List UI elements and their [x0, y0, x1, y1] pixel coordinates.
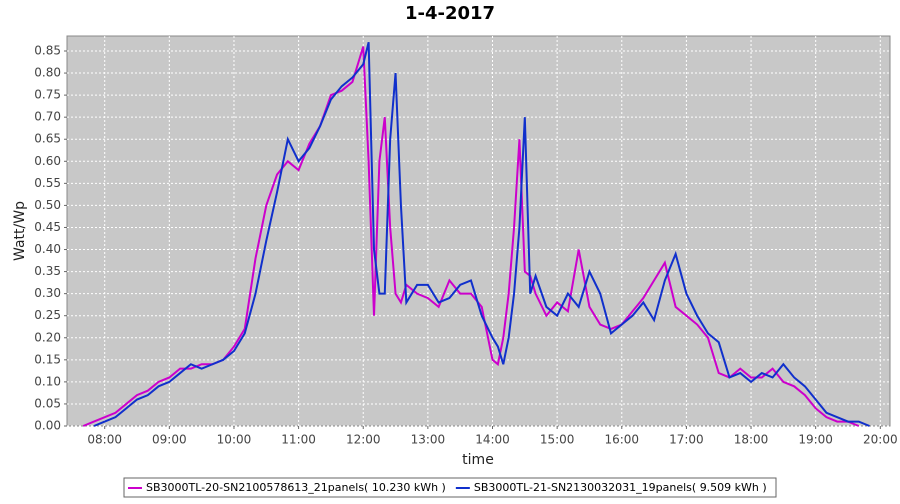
- x-tick-label: 19:00: [798, 433, 833, 447]
- x-tick-label: 15:00: [540, 433, 575, 447]
- x-tick-label: 11:00: [281, 433, 316, 447]
- y-tick-label: 0.70: [34, 110, 61, 124]
- legend-label: SB3000TL-21-SN2130032031_19panels( 9.509…: [474, 481, 767, 494]
- series-line: [82, 46, 860, 427]
- y-tick-label: 0.55: [34, 176, 61, 190]
- y-tick-label: 0.85: [34, 44, 61, 58]
- plot-area: [66, 35, 891, 427]
- y-tick-label: 0.45: [34, 220, 61, 234]
- x-tick-label: 10:00: [217, 433, 252, 447]
- x-tick-label: 12:00: [346, 433, 381, 447]
- y-tick-label: 0.35: [34, 264, 61, 278]
- y-tick-label: 0.50: [34, 198, 61, 212]
- x-tick-label: 14:00: [475, 433, 510, 447]
- x-tick-label: 13:00: [411, 433, 446, 447]
- legend-label: SB3000TL-20-SN2100578613_21panels( 10.23…: [146, 481, 446, 494]
- x-axis-title: time: [462, 452, 494, 468]
- x-tick-label: 18:00: [734, 433, 769, 447]
- y-tick-label: 0.10: [34, 374, 61, 388]
- y-tick-label: 0.20: [34, 330, 61, 344]
- y-tick-label: 0.30: [34, 286, 61, 300]
- y-tick-label: 0.40: [34, 242, 61, 256]
- x-tick-label: 16:00: [604, 433, 639, 447]
- x-tick-label: 17:00: [669, 433, 704, 447]
- y-tick-label: 0.00: [34, 419, 61, 433]
- grid: [67, 36, 890, 427]
- x-tick-label: 08:00: [87, 433, 122, 447]
- y-tick-label: 0.15: [34, 352, 61, 366]
- legend: [123, 477, 777, 498]
- y-tick-label: 0.75: [34, 88, 61, 102]
- y-tick-label: 0.05: [34, 396, 61, 410]
- chart-title: 1-4-2017: [405, 3, 495, 24]
- x-tick-label: 09:00: [152, 433, 187, 447]
- y-tick-label: 0.25: [34, 308, 61, 322]
- y-tick-label: 0.65: [34, 132, 61, 146]
- series-line: [93, 41, 870, 427]
- series-lines: [82, 41, 870, 427]
- y-axis-title: Watt/Wp: [12, 201, 28, 261]
- y-tick-label: 0.60: [34, 154, 61, 168]
- x-tick-label: 20:00: [863, 433, 898, 447]
- y-tick-label: 0.80: [34, 66, 61, 80]
